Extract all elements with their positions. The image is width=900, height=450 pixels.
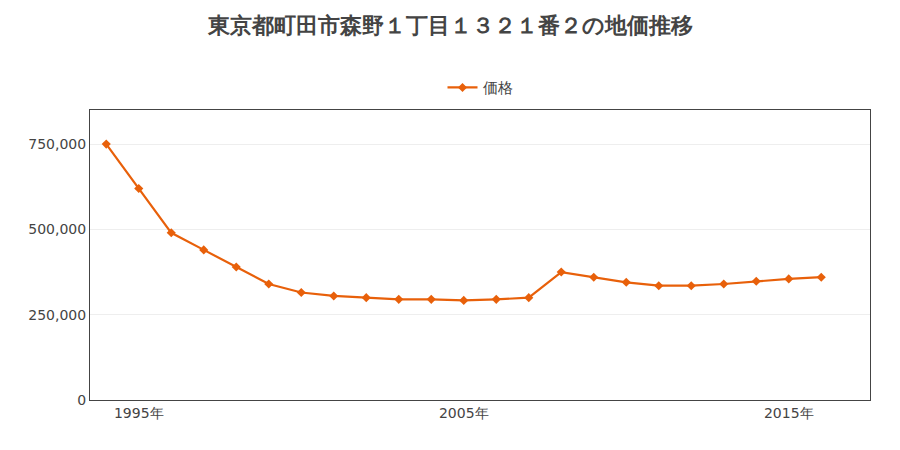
svg-text:東京都町田市森野１丁目１３２１番２の地価推移: 東京都町田市森野１丁目１３２１番２の地価推移	[207, 13, 693, 38]
svg-text:価格: 価格	[483, 79, 513, 97]
svg-text:0: 0	[77, 392, 86, 408]
svg-text:2015年: 2015年	[764, 405, 814, 421]
svg-text:1995年: 1995年	[114, 405, 164, 421]
svg-text:500,000: 500,000	[28, 221, 86, 237]
svg-text:250,000: 250,000	[28, 307, 86, 323]
svg-text:750,000: 750,000	[28, 136, 86, 152]
svg-text:2005年: 2005年	[439, 405, 489, 421]
